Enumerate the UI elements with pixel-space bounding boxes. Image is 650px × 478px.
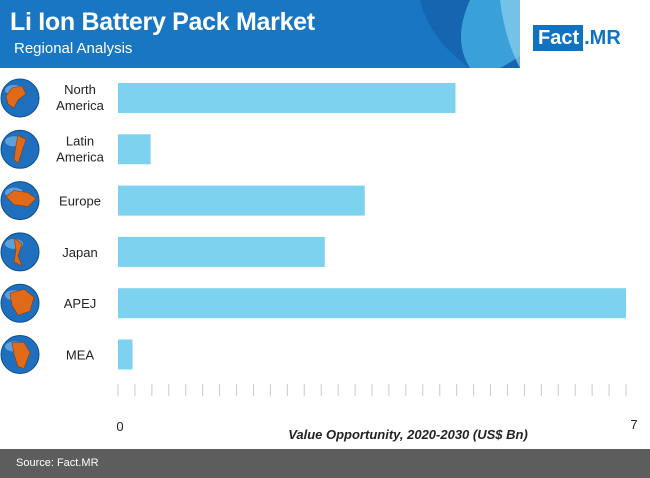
globe-mea-icon — [0, 335, 40, 374]
bar-mea — [118, 339, 133, 370]
globe-japan-icon — [0, 232, 40, 272]
category-label-north-america: North America — [56, 82, 104, 113]
bar-chart: 0 7 Value Opportunity, 2020-2030 (US$ Bn) N… — [0, 78, 638, 442]
logo-mr-text: .MR — [584, 27, 621, 49]
category-label-europe: Europe — [59, 194, 101, 209]
globe-north-america-icon — [0, 78, 40, 118]
bar-europe — [118, 185, 365, 216]
logo-fact-text: Fact — [533, 25, 584, 51]
chart-title: Li Ion Battery Pack Market — [10, 8, 315, 36]
globe-apej-icon — [0, 283, 40, 323]
x-tick-label-max: 7 — [630, 417, 637, 432]
header-banner: Li Ion Battery Pack Market Regional Anal… — [0, 0, 650, 68]
x-axis-label: Value Opportunity, 2020-2030 (US$ Bn) — [288, 427, 528, 442]
category-label-latin-america: Latin America — [56, 133, 104, 164]
bar-latin-america — [118, 134, 151, 165]
globe-europe-icon — [0, 181, 40, 221]
factmr-logo: Fact .MR — [533, 25, 621, 51]
footer-bar: Source: Fact.MR — [0, 449, 650, 478]
source-text: Source: Fact.MR — [16, 457, 99, 469]
category-label-japan: Japan — [62, 245, 97, 260]
header-background — [0, 0, 650, 68]
bar-north-america — [118, 83, 456, 113]
category-label-apej: APEJ — [64, 296, 97, 311]
chart-subtitle: Regional Analysis — [14, 40, 133, 57]
x-tick-label-min: 0 — [116, 419, 123, 434]
category-label-mea: MEA — [66, 348, 95, 363]
bar-japan — [118, 236, 325, 267]
globe-latin-america-icon — [0, 129, 40, 169]
bar-apej — [118, 288, 626, 319]
